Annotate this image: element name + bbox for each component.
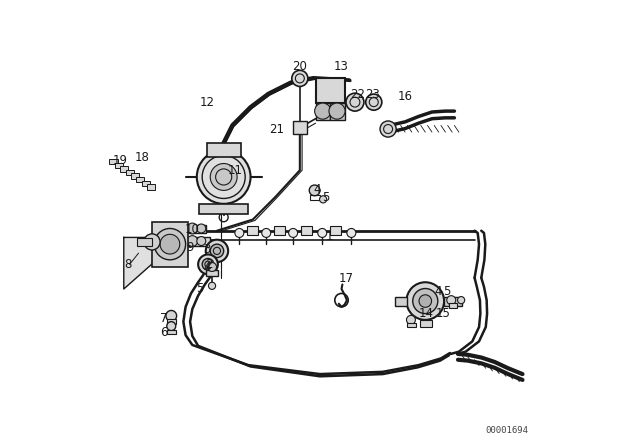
Circle shape [198, 254, 218, 274]
Bar [444, 297, 462, 306]
Circle shape [197, 150, 251, 204]
Circle shape [365, 94, 382, 110]
Bar [147, 184, 155, 190]
Bar [407, 323, 416, 327]
Circle shape [211, 244, 224, 258]
Text: 14: 14 [419, 307, 434, 320]
Circle shape [413, 289, 438, 314]
Bar [395, 297, 408, 306]
Text: 22: 22 [349, 88, 365, 102]
Text: 23: 23 [365, 88, 380, 102]
Circle shape [419, 295, 431, 307]
Circle shape [458, 297, 465, 304]
Text: 15: 15 [436, 307, 451, 320]
Circle shape [206, 240, 228, 262]
Circle shape [329, 103, 345, 119]
Text: 12: 12 [200, 95, 214, 109]
Bar [167, 330, 176, 334]
Bar [188, 225, 206, 233]
Circle shape [154, 228, 186, 260]
Bar [316, 103, 330, 120]
Text: 4: 4 [434, 284, 442, 298]
Text: 16: 16 [397, 90, 413, 103]
Circle shape [166, 310, 177, 321]
Text: 10: 10 [185, 223, 200, 236]
Circle shape [144, 234, 160, 250]
Text: 5: 5 [196, 281, 204, 295]
Bar [293, 121, 307, 134]
Circle shape [210, 164, 237, 190]
Text: 1: 1 [325, 230, 333, 243]
Text: 5: 5 [443, 284, 451, 298]
Polygon shape [124, 237, 174, 289]
Bar [109, 159, 118, 164]
Bar [207, 143, 241, 157]
Text: 13: 13 [334, 60, 349, 73]
Text: 2: 2 [205, 258, 212, 271]
Bar [301, 226, 312, 235]
Circle shape [167, 322, 176, 331]
Bar [206, 270, 218, 276]
Bar [115, 163, 123, 168]
Circle shape [202, 258, 214, 270]
Bar [449, 303, 457, 308]
Circle shape [319, 196, 327, 203]
Bar [186, 237, 210, 246]
Text: 11: 11 [227, 164, 243, 177]
Text: 8: 8 [125, 258, 132, 271]
Bar [152, 222, 188, 267]
Circle shape [262, 228, 271, 237]
Circle shape [309, 185, 320, 196]
Text: 5: 5 [322, 190, 329, 204]
Bar [330, 226, 341, 235]
Circle shape [187, 223, 198, 234]
Circle shape [346, 93, 364, 111]
Circle shape [235, 228, 244, 237]
Bar [120, 166, 128, 172]
Circle shape [406, 282, 444, 320]
Text: 00001694: 00001694 [485, 426, 529, 435]
Circle shape [447, 296, 456, 305]
Text: 20: 20 [292, 60, 307, 73]
Bar [137, 238, 152, 246]
Bar [199, 204, 248, 214]
Circle shape [207, 263, 216, 271]
Bar [136, 177, 145, 182]
Bar [420, 320, 433, 327]
Text: 6: 6 [161, 326, 168, 339]
Text: 21: 21 [269, 122, 284, 136]
Bar [125, 170, 134, 175]
Circle shape [289, 228, 298, 237]
Bar [248, 226, 258, 235]
Bar [330, 103, 344, 120]
Text: 4: 4 [203, 261, 211, 274]
Text: 3: 3 [204, 243, 211, 257]
Circle shape [197, 224, 206, 233]
Text: 19: 19 [113, 154, 128, 167]
Text: 17: 17 [339, 272, 353, 285]
Circle shape [347, 228, 356, 237]
Text: 18: 18 [134, 151, 150, 164]
Text: 4: 4 [314, 183, 321, 196]
Circle shape [317, 228, 327, 237]
Bar [131, 173, 139, 179]
Bar [141, 181, 150, 186]
Bar [310, 195, 320, 200]
Bar [275, 226, 285, 235]
Text: 9: 9 [186, 241, 194, 254]
Bar [167, 319, 176, 324]
Circle shape [187, 236, 198, 246]
Circle shape [380, 121, 396, 137]
Circle shape [160, 234, 180, 254]
Circle shape [209, 282, 216, 289]
Circle shape [197, 237, 206, 246]
Circle shape [292, 70, 308, 86]
Circle shape [315, 103, 331, 119]
Bar [316, 78, 344, 103]
Circle shape [406, 315, 415, 324]
Text: 7: 7 [161, 311, 168, 325]
